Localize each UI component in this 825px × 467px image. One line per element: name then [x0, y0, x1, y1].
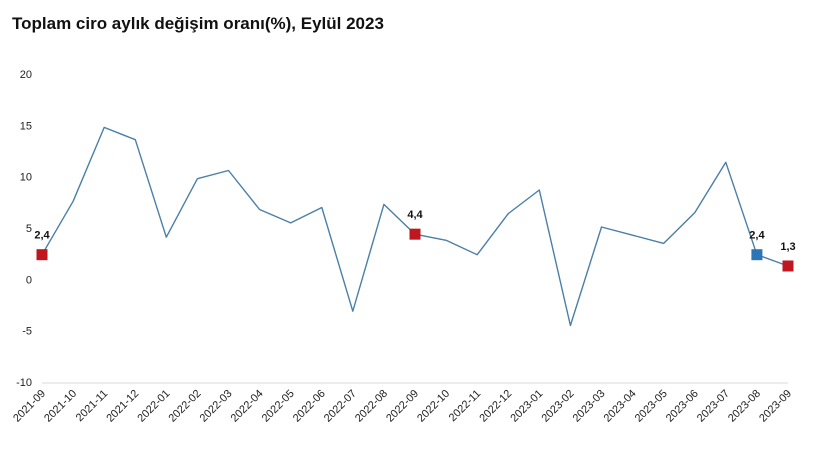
data-label: 2,4 — [34, 230, 50, 242]
x-tick-label: 2023-09 — [757, 388, 794, 425]
x-tick-label: 2021-11 — [74, 388, 110, 424]
y-tick-label: 15 — [20, 120, 32, 132]
x-tick-label: 2023-07 — [695, 388, 732, 425]
x-tick-label: 2023-02 — [540, 388, 577, 425]
x-tick-label: 2022-08 — [353, 388, 390, 425]
series-layer — [41, 126, 789, 327]
x-axis: 2021-092021-102021-112021-122022-012022-… — [11, 382, 794, 425]
data-label: 2,4 — [749, 230, 765, 242]
y-tick-label: 10 — [20, 172, 32, 184]
data-label: 4,4 — [407, 209, 423, 221]
x-tick-label: 2022-12 — [477, 388, 514, 425]
x-tick-label: 2023-06 — [664, 388, 701, 425]
highlight-marker — [751, 249, 763, 261]
y-axis: 20 15 10 5 0 -5 -10 — [16, 69, 32, 389]
x-tick-label: 2023-05 — [633, 388, 670, 425]
y-tick-label: 20 — [20, 69, 32, 81]
y-tick-label: 5 — [26, 223, 32, 235]
x-tick-label: 2022-05 — [260, 388, 297, 425]
x-tick-label: 2022-09 — [384, 388, 421, 425]
x-tick-label: 2022-11 — [447, 388, 483, 424]
highlight-marker — [409, 228, 421, 240]
y-tick-label: -10 — [16, 377, 32, 389]
y-tick-label: -5 — [22, 326, 32, 338]
highlight-markers: 2,4 4,4 2,4 1,3 — [34, 209, 796, 272]
highlight-marker — [782, 260, 794, 272]
data-label: 1,3 — [780, 241, 795, 253]
x-tick-label: 2023-01 — [508, 388, 545, 425]
x-tick-label: 2023-08 — [726, 388, 763, 425]
x-tick-label: 2022-01 — [135, 388, 172, 425]
series-line — [41, 126, 789, 327]
x-tick-label: 2022-04 — [229, 388, 266, 425]
x-tick-label: 2022-07 — [322, 388, 359, 425]
y-tick-label: 0 — [26, 274, 32, 286]
x-tick-label: 2022-06 — [291, 388, 328, 425]
x-tick-label: 2023-03 — [571, 388, 608, 425]
x-tick-label: 2021-10 — [42, 388, 79, 425]
chart-title: Toplam ciro aylık değişim oranı(%), Eylü… — [12, 14, 384, 33]
highlight-marker — [36, 249, 48, 261]
x-tick-label: 2021-09 — [11, 388, 48, 425]
x-tick-label: 2022-03 — [198, 388, 235, 425]
x-tick-label: 2022-02 — [167, 388, 204, 425]
x-tick-label: 2023-04 — [602, 388, 639, 425]
x-tick-label: 2022-10 — [415, 388, 452, 425]
x-tick-label: 2021-12 — [104, 388, 141, 425]
